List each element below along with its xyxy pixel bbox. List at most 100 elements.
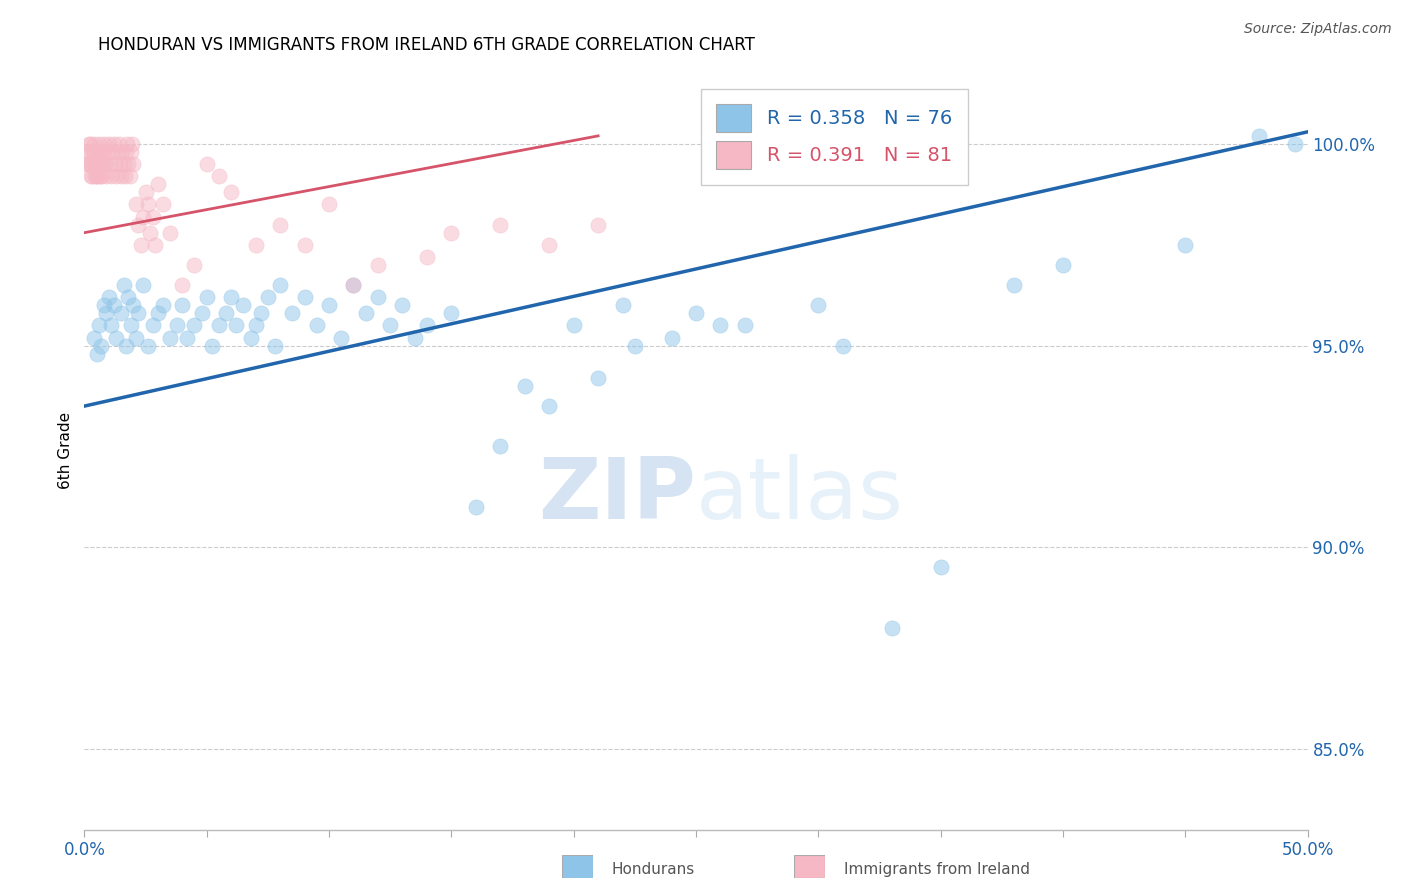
Point: [97, 290, 120, 304]
Point: [183, 318, 205, 333]
Point: [586, 218, 609, 232]
Point: [84, 157, 107, 171]
Point: [125, 330, 148, 344]
Point: [100, 169, 122, 184]
Point: [87, 318, 110, 333]
Point: [91, 145, 114, 159]
Point: [82, 157, 104, 171]
Point: [86, 169, 108, 184]
Point: [117, 157, 139, 171]
Point: [159, 226, 181, 240]
Point: [115, 136, 138, 151]
Legend: R = 0.358   N = 76, R = 0.391   N = 81: R = 0.358 N = 76, R = 0.391 N = 81: [700, 88, 967, 185]
Point: [294, 237, 316, 252]
Point: [110, 169, 132, 184]
Point: [269, 278, 291, 293]
Point: [97, 136, 120, 151]
Point: [96, 169, 118, 184]
Point: [208, 318, 231, 333]
Point: [86, 346, 108, 360]
Point: [245, 318, 267, 333]
Point: [120, 145, 142, 159]
Point: [98, 157, 121, 171]
Point: [294, 290, 316, 304]
Point: [183, 258, 205, 272]
Point: [136, 197, 159, 211]
Point: [191, 306, 214, 320]
Text: Hondurans: Hondurans: [612, 863, 695, 877]
Point: [87, 136, 110, 151]
Point: [90, 338, 112, 352]
Point: [94, 157, 117, 171]
Point: [176, 330, 198, 344]
Text: HONDURAN VS IMMIGRANTS FROM IRELAND 6TH GRADE CORRELATION CHART: HONDURAN VS IMMIGRANTS FROM IRELAND 6TH …: [98, 36, 755, 54]
Point: [152, 197, 174, 211]
Point: [215, 306, 238, 320]
Point: [107, 136, 129, 151]
Point: [661, 330, 683, 344]
Point: [380, 318, 402, 333]
Point: [219, 290, 242, 304]
Point: [110, 306, 132, 320]
Point: [84, 157, 107, 171]
Point: [342, 278, 364, 293]
Point: [79, 136, 101, 151]
Point: [132, 278, 155, 293]
Point: [105, 330, 128, 344]
Point: [880, 621, 903, 635]
Point: [93, 157, 115, 171]
Point: [121, 136, 143, 151]
Point: [464, 500, 486, 514]
Point: [264, 338, 287, 352]
Point: [142, 318, 165, 333]
Point: [136, 338, 159, 352]
Point: [624, 338, 647, 352]
Point: [77, 145, 100, 159]
Point: [1247, 128, 1270, 143]
Point: [115, 338, 138, 352]
Point: [82, 145, 104, 159]
Point: [122, 157, 145, 171]
Point: [77, 145, 100, 159]
Point: [586, 371, 609, 385]
Point: [367, 258, 389, 272]
Point: [76, 157, 98, 171]
Point: [96, 306, 118, 320]
Point: [76, 157, 98, 171]
Point: [1174, 237, 1197, 252]
Point: [91, 145, 114, 159]
Point: [318, 298, 340, 312]
Point: [1284, 136, 1306, 151]
Point: [440, 306, 463, 320]
Point: [440, 226, 463, 240]
Point: [239, 330, 262, 344]
Point: [1002, 278, 1025, 293]
Point: [79, 157, 101, 171]
Point: [734, 318, 756, 333]
Point: [513, 379, 536, 393]
Point: [330, 330, 353, 344]
Point: [225, 318, 247, 333]
Point: [172, 298, 194, 312]
Point: [538, 237, 561, 252]
Text: Immigrants from Ireland: Immigrants from Ireland: [844, 863, 1029, 877]
Point: [612, 298, 634, 312]
Point: [120, 318, 142, 333]
Point: [115, 145, 138, 159]
Point: [80, 169, 103, 184]
Point: [159, 330, 181, 344]
Point: [538, 399, 561, 413]
Point: [127, 306, 149, 320]
Point: [146, 306, 169, 320]
Point: [80, 169, 103, 184]
Point: [416, 318, 439, 333]
Point: [318, 197, 340, 211]
Point: [77, 136, 100, 151]
Point: [391, 298, 413, 312]
Point: [118, 169, 141, 184]
Point: [232, 298, 254, 312]
Point: [195, 157, 218, 171]
Point: [83, 169, 105, 184]
Point: [146, 178, 169, 192]
Point: [103, 136, 125, 151]
